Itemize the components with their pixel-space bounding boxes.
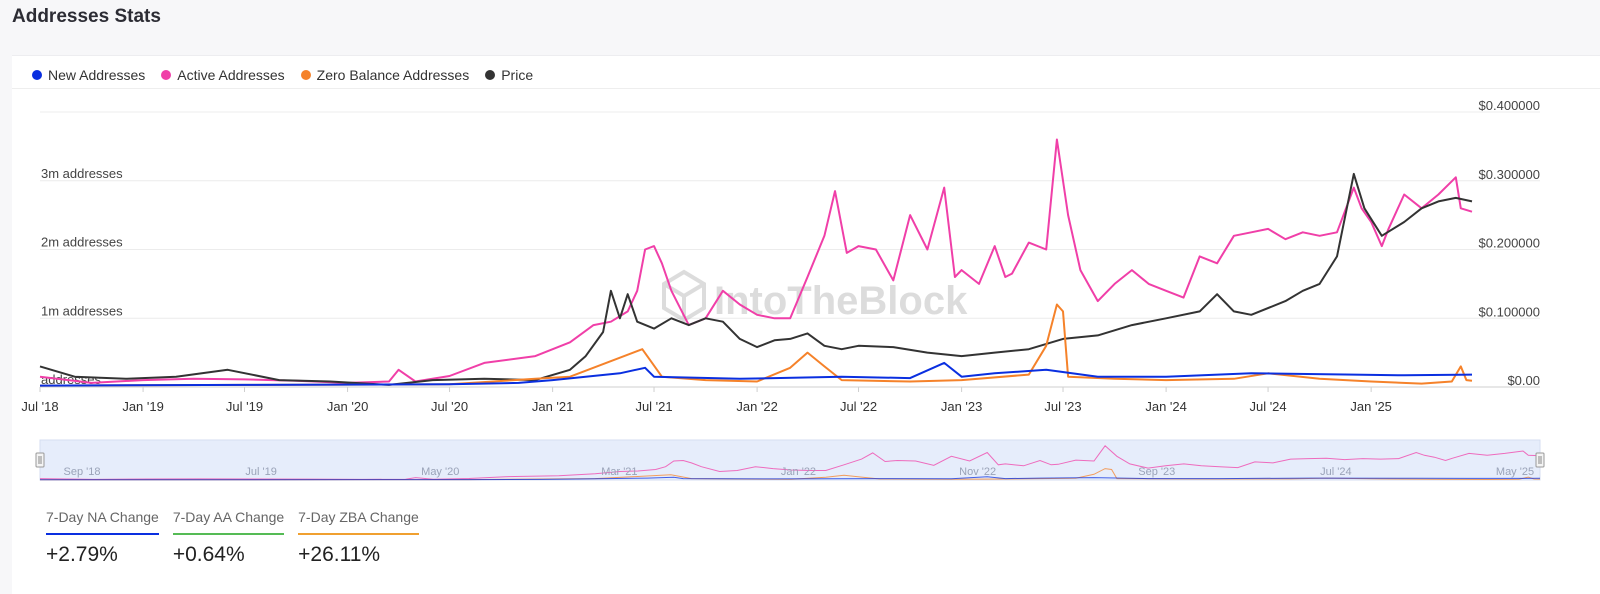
navigator-tick-label: Mar '21: [601, 466, 637, 478]
x-tick-label: Jan '20: [327, 399, 369, 414]
x-tick-label: Jan '19: [122, 399, 164, 414]
series-line-price: [39, 172, 1473, 386]
x-tick-label: Jul '24: [1249, 399, 1286, 414]
navigator-tick-label: Sep '18: [64, 466, 101, 478]
navigator-tick-label: Nov '22: [959, 466, 996, 478]
stat-zba-value: +26.11%: [298, 543, 381, 566]
navigator-tick-label: May '25: [1496, 466, 1534, 478]
y-left-tick-label: 3m addresses: [41, 166, 123, 181]
stats-row: 7-Day NA Change +2.79% 7-Day AA Change +…: [46, 509, 419, 567]
legend-item-price[interactable]: Price: [485, 67, 533, 83]
legend-dot-zero-balance-addresses: [300, 70, 311, 80]
y-left-tick-label: 1m addresses: [41, 303, 123, 318]
stat-aa-change: 7-Day AA Change +0.64%: [172, 509, 285, 567]
navigator-line-zero-balance-addresses: [39, 468, 1541, 481]
legend-label-zero-balance-addresses: Zero Balance Addresses: [316, 67, 470, 83]
main-chart[interactable]: $0.00 $0.100000 $0.200000 $0.300000 $0.40000…: [12, 56, 1600, 436]
watermark-text: IntoTheBlock: [714, 279, 968, 323]
x-tick-label: Jan '22: [736, 399, 778, 414]
stat-zba-label: 7-Day ZBA Change: [298, 509, 419, 535]
legend-label-price: Price: [501, 67, 534, 83]
series-line-zero-balance-addresses: [39, 303, 1473, 387]
stat-na-change: 7-Day NA Change +2.79%: [46, 509, 159, 567]
series-line-new-addresses: [39, 361, 1473, 387]
navigator-tick-label: Jan '22: [781, 466, 816, 478]
x-tick-label: Jan '23: [941, 399, 983, 414]
x-tick-label: Jul '19: [226, 399, 263, 414]
stat-aa-label: 7-Day AA Change: [172, 509, 285, 535]
legend-dot-active-addresses: [161, 70, 172, 80]
stat-zba-change: 7-Day ZBA Change +26.11%: [298, 509, 419, 567]
y-left-tick-label: 2m addresses: [41, 235, 123, 250]
y-right-tick-label: $0.100000: [1479, 304, 1540, 319]
range-navigator[interactable]: Sep '18 Jul '19 May '20 Mar '21 Jan '22 Nov '…: [12, 436, 1600, 488]
y-right-tick-label: $0.400000: [1479, 98, 1540, 113]
y-right-tick-label: $0.200000: [1479, 236, 1540, 251]
chart-card: New Addresses Active Addresses Zero Bala…: [12, 55, 1600, 594]
y-right-tick-label: $0.300000: [1479, 167, 1540, 182]
stat-aa-value: +0.64%: [172, 543, 245, 566]
stat-na-label: 7-Day NA Change: [46, 509, 159, 535]
navigator-handle-right[interactable]: [1535, 452, 1545, 468]
legend-label-active-addresses: Active Addresses: [177, 67, 285, 83]
navigator-tick-label: Sep '23: [1138, 466, 1175, 478]
navigator-line-active-addresses: [39, 445, 1541, 480]
navigator-handle-left[interactable]: [35, 452, 45, 468]
x-tick-label: Jan '25: [1350, 399, 1392, 414]
navigator-tick-label: Jul '24: [1320, 466, 1351, 478]
legend-label-new-addresses: New Addresses: [48, 67, 146, 83]
navigator-tick-label: May '20: [421, 466, 459, 478]
x-tick-label: Jan '21: [532, 399, 574, 414]
legend-item-active-addresses[interactable]: Active Addresses: [161, 67, 285, 83]
navigator-line-new-addresses: [39, 476, 1541, 481]
navigator-tick-label: Jul '19: [245, 466, 276, 478]
watermark-logo-icon: [662, 269, 706, 323]
y-right-tick-label: $0.00: [1507, 373, 1540, 388]
legend-item-new-addresses[interactable]: New Addresses: [32, 67, 145, 83]
legend-dot-price: [485, 70, 496, 80]
x-tick-label: Jul '18: [21, 399, 58, 414]
legend-divider: [12, 88, 1600, 89]
legend-item-zero-balance-addresses[interactable]: Zero Balance Addresses: [300, 67, 470, 83]
x-tick-label: Jul '22: [840, 399, 877, 414]
watermark: IntoTheBlock: [662, 269, 968, 323]
chart-legend: New Addresses Active Addresses Zero Bala…: [32, 62, 533, 88]
stat-na-value: +2.79%: [46, 543, 118, 566]
x-tick-label: Jan '24: [1145, 399, 1187, 414]
navigator-selection: [39, 439, 1541, 481]
x-tick-label: Jul '20: [431, 399, 468, 414]
series-line-active-addresses: [39, 138, 1473, 384]
x-tick-label: Jul '23: [1044, 399, 1081, 414]
page-title: Addresses Stats: [12, 6, 161, 27]
legend-dot-new-addresses: [32, 70, 42, 80]
x-tick-label: Jul '21: [635, 399, 672, 414]
